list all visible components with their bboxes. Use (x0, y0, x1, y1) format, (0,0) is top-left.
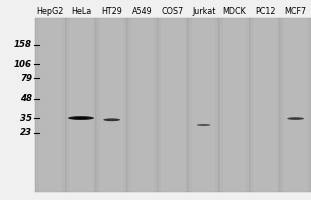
Bar (280, 18, 311, 192)
Text: 23: 23 (20, 128, 32, 137)
Text: 48: 48 (20, 94, 32, 103)
Text: 35: 35 (20, 114, 32, 123)
Bar (253, 18, 277, 192)
Bar (131, 18, 154, 192)
Ellipse shape (72, 117, 90, 119)
Bar (69, 18, 93, 192)
Text: MCF7: MCF7 (285, 7, 307, 16)
Bar (192, 18, 215, 192)
Ellipse shape (197, 124, 211, 126)
Text: 79: 79 (20, 74, 32, 83)
Text: MDCK: MDCK (222, 7, 246, 16)
Bar (158, 18, 188, 192)
Bar (223, 18, 246, 192)
Text: HT29: HT29 (101, 7, 122, 16)
Bar (188, 18, 219, 192)
Bar (284, 18, 307, 192)
Bar (35, 18, 66, 192)
Ellipse shape (103, 118, 120, 121)
Text: COS7: COS7 (162, 7, 184, 16)
Text: 106: 106 (14, 60, 32, 69)
Bar (39, 18, 62, 192)
Bar (127, 18, 158, 192)
Text: A549: A549 (132, 7, 153, 16)
Text: HepG2: HepG2 (37, 7, 64, 16)
Bar (96, 18, 127, 192)
Bar (100, 18, 123, 192)
Bar (250, 18, 280, 192)
Bar (66, 18, 96, 192)
Bar (35, 18, 311, 192)
Text: Jurkat: Jurkat (192, 7, 215, 16)
Bar (219, 18, 250, 192)
Ellipse shape (68, 116, 94, 120)
Text: PC12: PC12 (255, 7, 275, 16)
Text: HeLa: HeLa (71, 7, 91, 16)
Text: 158: 158 (14, 40, 32, 49)
Bar (161, 18, 185, 192)
Ellipse shape (287, 117, 304, 120)
